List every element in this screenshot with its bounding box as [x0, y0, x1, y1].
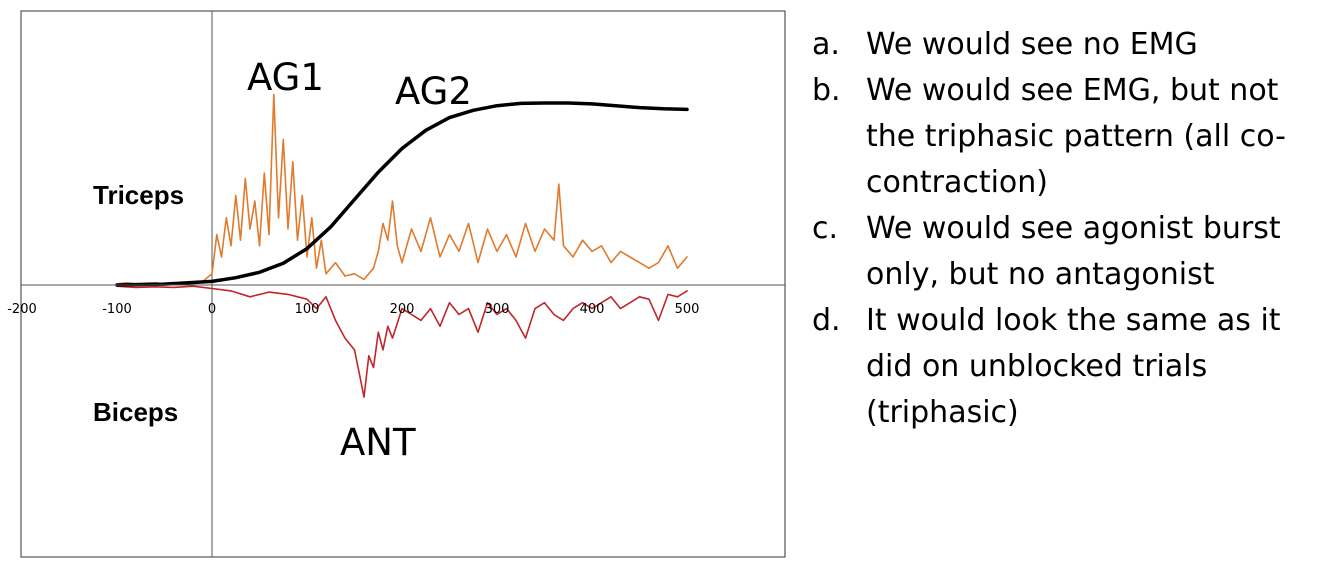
option-letter: b. — [812, 73, 841, 108]
x-tick-label: 400 — [580, 302, 605, 317]
biceps-label: Biceps — [93, 397, 178, 427]
option-letter: c. — [812, 211, 839, 246]
ag1-annotation: AG1 — [247, 56, 324, 99]
x-tick-label: 100 — [295, 302, 320, 317]
option-a: a. We would see no EMG — [812, 22, 1327, 68]
option-letter: a. — [812, 27, 840, 62]
option-d: d. It would look the same as it did on u… — [812, 298, 1327, 436]
emg-chart: -200 -100 0 100 200 300 400 500 Triceps Biceps … — [7, 10, 786, 558]
ant-annotation: ANT — [340, 421, 416, 464]
ag2-annotation: AG2 — [395, 70, 472, 113]
x-tick-label: 200 — [390, 302, 415, 317]
traces-group — [115, 93, 689, 398]
option-text: We would see EMG, but not the triphasic … — [866, 73, 1286, 200]
answer-options-list: a. We would see no EMG b. We would see E… — [812, 22, 1327, 436]
x-tick-label: 500 — [675, 302, 700, 317]
option-text: We would see agonist burst only, but no … — [866, 211, 1281, 292]
x-tick-label: -100 — [102, 302, 132, 317]
x-tick-label: 0 — [208, 302, 216, 317]
option-c: c. We would see agonist burst only, but … — [812, 206, 1327, 298]
position-trace — [115, 101, 689, 287]
biceps-emg-trace — [116, 285, 688, 398]
x-tick-label: -200 — [7, 302, 37, 317]
option-b: b. We would see EMG, but not the triphas… — [812, 68, 1327, 206]
option-letter: d. — [812, 303, 841, 338]
option-text: We would see no EMG — [866, 27, 1198, 62]
x-tick-label: 300 — [485, 302, 510, 317]
triceps-label: Triceps — [93, 180, 184, 210]
x-tick-labels: -200 -100 0 100 200 300 400 500 — [7, 302, 699, 317]
option-text: It would look the same as it did on unbl… — [866, 303, 1281, 430]
triceps-emg-trace — [116, 93, 688, 285]
